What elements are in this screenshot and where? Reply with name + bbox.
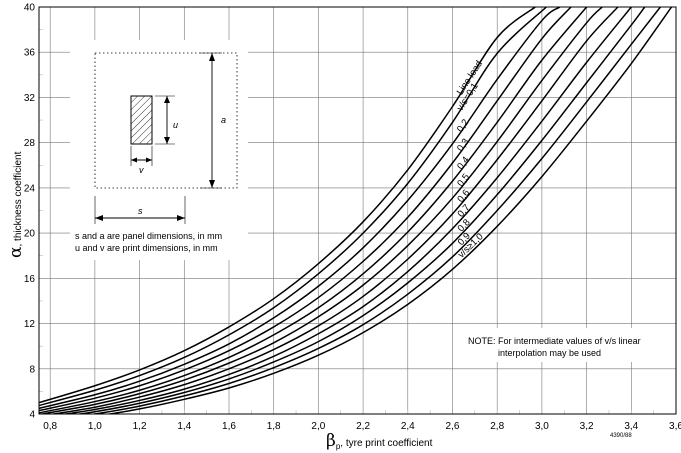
x-tick-label: 1,2: [133, 421, 147, 432]
x-tick-label: 1,8: [267, 421, 281, 432]
note-prefix: NOTE:: [468, 336, 498, 346]
x-tick-label: 3,0: [535, 421, 549, 432]
curve-series: [39, 7, 561, 410]
dim-a-arrow-top: [209, 53, 215, 61]
panel-diagram-inset: a s u v s and a are panel dimensions, in…: [70, 40, 248, 260]
x-tick-label: 1,0: [88, 421, 102, 432]
dim-v-label: v: [139, 165, 144, 175]
dim-u-arrow-bottom: [164, 137, 170, 144]
note-line-2: interpolation may be used: [498, 348, 601, 358]
dim-u-arrow-top: [164, 96, 170, 103]
dim-u-label: u: [173, 120, 178, 130]
note-background: [462, 328, 646, 362]
dim-s-label: s: [138, 206, 143, 216]
curve-series: [39, 7, 547, 407]
dim-s-arrow-right: [177, 215, 185, 221]
x-tick-label: 2,4: [401, 421, 415, 432]
y-axis-text: , thickness coefficient: [13, 151, 24, 246]
y-tick-label: 32: [24, 93, 36, 104]
dim-a-label: a: [221, 115, 226, 125]
x-tick-label: 0,8: [43, 421, 57, 432]
curve-series: [39, 7, 536, 404]
y-tick-label: 20: [24, 229, 36, 240]
x-tick-labels: 0,8 1,0 1,2 1,4 1,6 1,8 2,0 2,2 2,4 2,6 2,8 3,0 3,2 3…: [43, 421, 681, 432]
dim-v-arrow-left: [131, 157, 137, 163]
y-tick-label: 16: [24, 274, 36, 285]
y-axis-title: α, thickness coefficient: [6, 151, 26, 258]
inset-background: [70, 40, 248, 260]
dim-s-arrow-left: [95, 215, 103, 221]
curve-series: [39, 7, 588, 414]
dim-a-arrow-bottom: [209, 180, 215, 188]
curve-series: [74, 7, 646, 414]
y-tick-labels: 4 8 12 16 20 24 28 32 36 40: [24, 3, 36, 421]
x-tick-label: 2,6: [446, 421, 460, 432]
x-tick-label: 1,6: [222, 421, 236, 432]
curve-series: [89, 7, 661, 414]
note-text-1: For intermediate values of v/s linear: [498, 336, 641, 346]
x-axis-subscript: p: [336, 442, 341, 451]
inset-caption-1: s and a are panel dimensions, in mm: [75, 231, 222, 241]
y-tick-label: 24: [24, 183, 36, 194]
y-axis-symbol: α: [6, 246, 26, 258]
x-tick-label: 3,6: [669, 421, 681, 432]
y-tick-label: 40: [24, 3, 36, 14]
note-line-1: NOTE: For intermediate values of v/s lin…: [468, 336, 641, 346]
x-tick-label: 2,8: [490, 421, 504, 432]
y-tick-label: 8: [29, 364, 35, 375]
plot-frame: [38, 6, 677, 415]
tyre-print-rectangle: [130, 95, 153, 145]
y-tick-label: 28: [24, 138, 36, 149]
curve-series: [39, 7, 603, 414]
x-tick-label: 1,4: [177, 421, 191, 432]
x-axis-title: βp, tyre print coefficient: [326, 431, 433, 451]
dim-v-arrow-right: [146, 157, 152, 163]
x-tick-label: 2,0: [311, 421, 325, 432]
curve-series: [60, 7, 632, 414]
x-tick-label: 3,2: [580, 421, 594, 432]
x-tick-label: 3,4: [624, 421, 638, 432]
reference-code: 4390/88: [610, 433, 632, 439]
panel-outline: [94, 52, 238, 189]
y-tick-label: 36: [24, 48, 36, 59]
curve-series: [48, 7, 619, 414]
curve-series: [39, 7, 572, 412]
y-tick-label: 4: [29, 410, 35, 421]
x-tick-label: 2,2: [356, 421, 370, 432]
x-axis-symbol: β: [326, 431, 336, 451]
curves: [39, 7, 673, 414]
y-tick-label: 12: [24, 319, 36, 330]
curve-series: [105, 7, 673, 414]
inset-caption-2: u and v are print dimensions, in mm: [75, 243, 218, 253]
x-axis-text: , tyre print coefficient: [340, 438, 432, 449]
